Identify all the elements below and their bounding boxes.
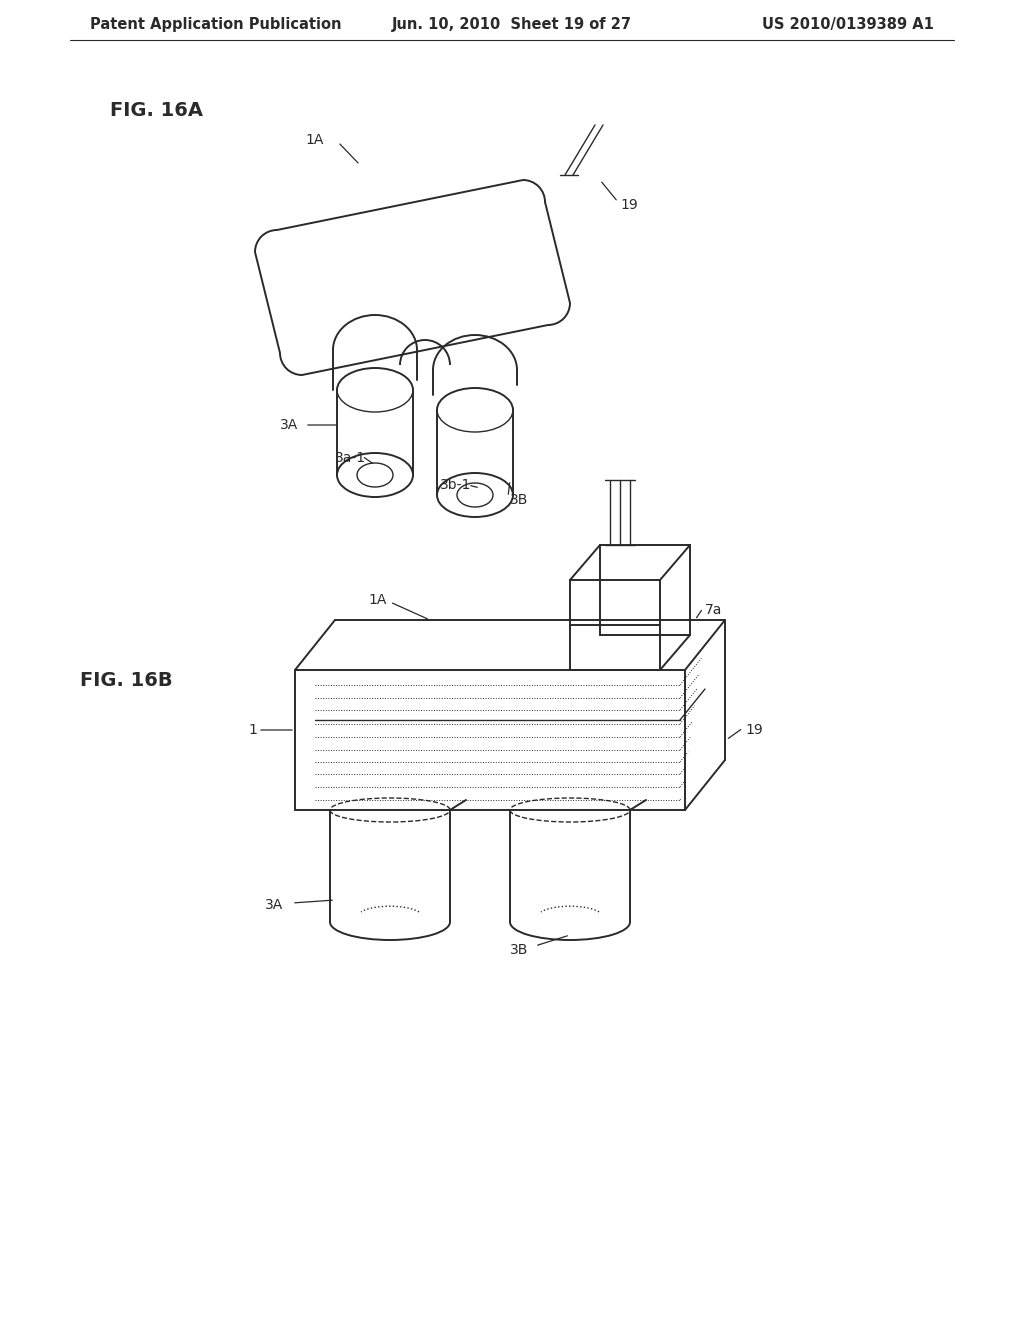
Text: 3b-1: 3b-1 (440, 478, 471, 492)
Text: 7a: 7a (705, 603, 722, 616)
Text: 3a-1: 3a-1 (335, 451, 367, 465)
Text: 3A: 3A (280, 418, 298, 432)
Text: 1: 1 (248, 723, 257, 737)
Text: Patent Application Publication: Patent Application Publication (90, 17, 341, 33)
Text: 1A: 1A (305, 133, 324, 147)
Text: US 2010/0139389 A1: US 2010/0139389 A1 (762, 17, 934, 33)
Text: Jun. 10, 2010  Sheet 19 of 27: Jun. 10, 2010 Sheet 19 of 27 (392, 17, 632, 33)
Text: 3B: 3B (510, 942, 528, 957)
Text: 19: 19 (745, 723, 763, 737)
Text: 1A: 1A (368, 593, 386, 607)
Text: FIG. 16B: FIG. 16B (80, 671, 173, 689)
Text: FIG. 16A: FIG. 16A (110, 100, 203, 120)
Text: 19: 19 (620, 198, 638, 213)
Text: 3A: 3A (265, 898, 284, 912)
Text: 3B: 3B (510, 492, 528, 507)
